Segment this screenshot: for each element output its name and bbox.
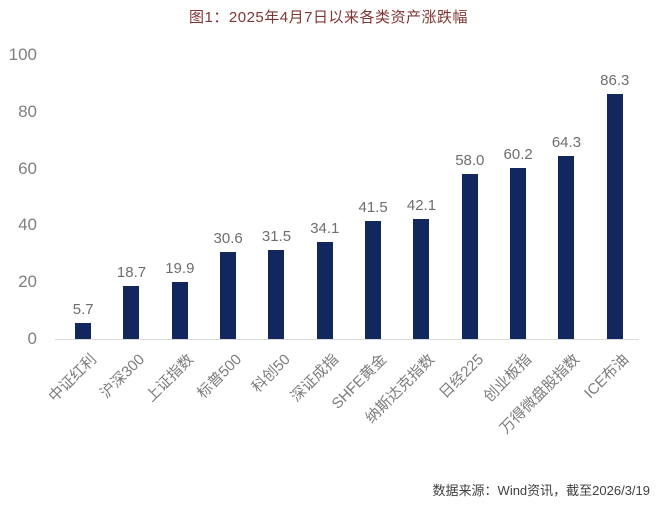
bar [220, 252, 237, 339]
bar-value-label: 34.1 [310, 220, 340, 238]
x-axis-label: ICE布油 [580, 351, 632, 402]
bar-group: 60.2 [494, 55, 542, 339]
y-axis-tick-100: 100 [8, 45, 37, 64]
bar [413, 219, 430, 339]
bar [171, 282, 188, 339]
bar [268, 249, 285, 339]
bar-value-label: 64.3 [551, 134, 582, 152]
bar-value-label: 41.5 [358, 199, 388, 217]
y-axis-tick-40: 40 [18, 215, 37, 235]
bar-value-label: 5.7 [72, 300, 94, 318]
bar [510, 168, 527, 339]
bar-value-label: 18.7 [116, 263, 147, 281]
bar-value-label: 58.0 [455, 152, 485, 170]
x-axis-label: 中证红利 [45, 351, 101, 406]
x-axis-label: 上证指数 [142, 351, 197, 406]
bar-group: 5.7 [59, 55, 107, 339]
bar-group: 64.3 [542, 55, 590, 339]
y-axis: 0 20 40 60 80 100 [0, 0, 37, 506]
x-axis-label: 日经225 [435, 351, 487, 402]
bar [316, 242, 333, 339]
x-axis-label: 标普500 [194, 351, 246, 402]
x-axis-label: 科创50 [248, 351, 294, 397]
bar-group: 86.3 [591, 55, 639, 339]
y-axis-tick-80: 80 [18, 101, 37, 121]
y-axis-tick-0: 0 [27, 329, 37, 348]
bar-group: 34.1 [301, 55, 349, 339]
bar [123, 285, 140, 339]
bar-group: 31.5 [252, 55, 300, 339]
bar-value-label: 60.2 [503, 146, 533, 164]
bar-group: 19.9 [156, 55, 204, 339]
bar-group: 58.0 [446, 55, 494, 339]
bar-value-label: 31.5 [261, 227, 292, 245]
bar [461, 174, 478, 339]
x-axis-label: 沪深300 [97, 351, 149, 402]
chart-title: 图1：2025年4月7日以来各类资产涨跌幅 [189, 9, 468, 26]
plot-area: 5.7 18.7 19.9 30.6 31.5 34.1 41.5 42.1 58.0 60.2 6… [59, 55, 639, 339]
bar-value-label: 86.3 [600, 71, 630, 89]
bar [558, 156, 575, 339]
x-axis-line [55, 339, 639, 340]
y-axis-tick-60: 60 [18, 158, 37, 178]
bar [606, 93, 623, 339]
bar-value-label: 19.9 [165, 260, 195, 278]
y-axis-tick-20: 20 [18, 272, 37, 292]
bar-group: 18.7 [107, 55, 155, 339]
bar-value-label: 42.1 [406, 197, 437, 215]
bar-group: 30.6 [204, 55, 252, 339]
bar-group: 41.5 [349, 55, 397, 339]
data-source-note: 数据来源：Wind资讯，截至2026/3/19 [432, 483, 650, 498]
bar [365, 221, 382, 339]
bar-value-label: 30.6 [213, 230, 243, 248]
bar [75, 322, 92, 339]
bar-group: 42.1 [397, 55, 445, 339]
